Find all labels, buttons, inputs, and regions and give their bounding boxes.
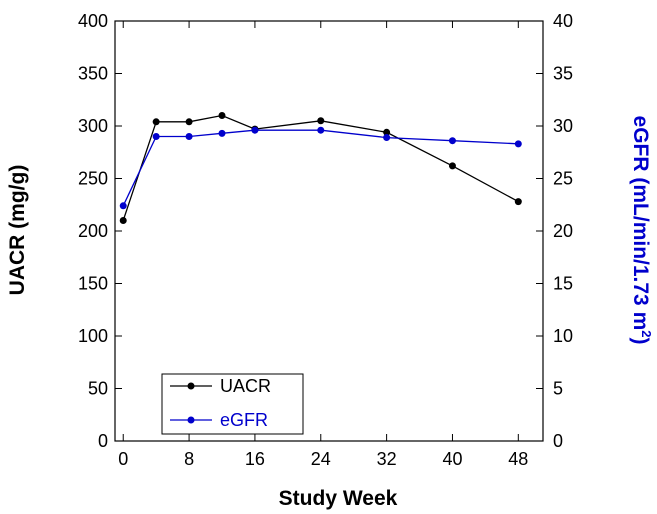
x-tick-label: 0: [118, 449, 128, 469]
legend-marker-uacr: [187, 382, 195, 390]
data-point-egfr: [119, 202, 127, 210]
data-point-uacr: [448, 162, 456, 170]
x-tick-label: 40: [442, 449, 462, 469]
y-tick-label-right: 20: [553, 221, 573, 241]
data-point-uacr: [152, 118, 160, 126]
axes-layer: 0 8 16 24 32 40 48 0 50 100 150 200 250 300 350 400 0 5 10…: [78, 11, 573, 469]
y-tick-label-left: 250: [78, 169, 108, 189]
data-point-egfr: [185, 133, 193, 140]
data-point-egfr: [218, 129, 226, 137]
y-tick-label-right: 15: [553, 274, 573, 294]
y-axis-title-right-sup: 2: [639, 330, 654, 337]
legend: UACR eGFR: [161, 373, 304, 435]
data-point-egfr: [152, 133, 160, 140]
y-tick-label-right: 40: [553, 11, 573, 31]
y-tick-label-left: 400: [78, 11, 108, 31]
data-point-uacr: [218, 112, 226, 119]
data-point-uacr: [185, 118, 193, 126]
x-tick-label: 24: [311, 449, 331, 469]
y-tick-label-right: 25: [553, 169, 573, 189]
y-tick-label-right: 0: [553, 431, 563, 451]
x-tick-label: 48: [508, 449, 528, 469]
data-point-egfr: [383, 134, 391, 142]
data-point-uacr: [514, 198, 522, 206]
y-tick-label-left: 350: [78, 64, 108, 84]
y-axis-title-right: eGFR (mL/min/1.73 m2): [629, 116, 654, 345]
y-tick-label-right: 35: [553, 64, 573, 84]
y-tick-label-left: 50: [88, 379, 108, 399]
data-point-egfr: [514, 140, 522, 148]
y-tick-label-right: 10: [553, 326, 573, 346]
y-tick-label-left: 100: [78, 326, 108, 346]
legend-label-egfr: eGFR: [220, 410, 268, 430]
data-point-uacr: [383, 128, 391, 136]
y-tick-label-left: 300: [78, 116, 108, 136]
x-tick-label: 32: [377, 449, 397, 469]
x-axis-title: Study Week: [279, 487, 398, 510]
data-point-uacr: [119, 217, 127, 224]
y-tick-label-left: 200: [78, 221, 108, 241]
legend-label-uacr: UACR: [220, 376, 271, 396]
y-axis-title-left: UACR (mg/g): [6, 165, 29, 296]
legend-marker-egfr: [187, 416, 195, 424]
y-axis-title-right-main: eGFR (mL/min/1.73 m: [629, 116, 652, 331]
x-tick-label: 8: [184, 449, 194, 469]
x-tick-label: 16: [245, 449, 265, 469]
y-axis-title-right-close: ): [629, 337, 652, 344]
data-point-egfr: [317, 126, 325, 134]
data-point-egfr: [251, 126, 259, 134]
legend-box: [161, 373, 304, 435]
data-point-egfr: [448, 137, 456, 145]
series-layer: [119, 112, 522, 224]
y-tick-label-left: 150: [78, 274, 108, 294]
y-tick-label-right: 30: [553, 116, 573, 136]
series-line-egfr: [122, 129, 519, 207]
data-point-uacr: [317, 117, 325, 125]
y-tick-label-right: 5: [553, 379, 563, 399]
y-tick-label-left: 0: [98, 431, 108, 451]
